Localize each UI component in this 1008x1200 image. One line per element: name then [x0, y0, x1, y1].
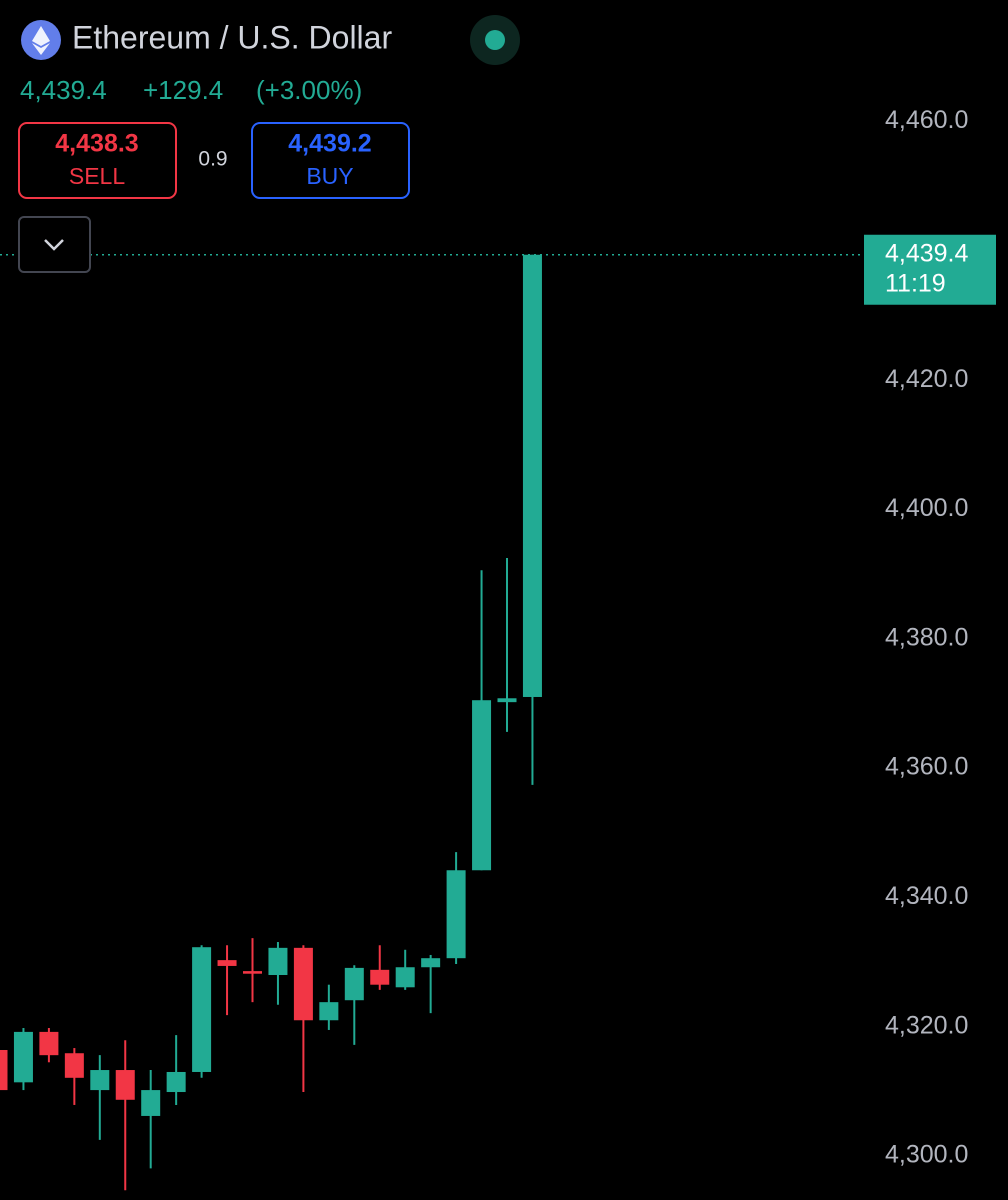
candle-body [115, 1070, 135, 1100]
eth-logo [32, 26, 50, 55]
candle-body [344, 967, 364, 1001]
bar-countdown: 11:19 [885, 269, 946, 297]
candle-body [370, 969, 390, 985]
chevron [44, 239, 64, 251]
candle-body [293, 947, 313, 1021]
last-price: 4,439.4 [20, 75, 107, 105]
plot: 4,300.0 4,320.0 4,340.0 4,360.0 4,380.0 4,400… [0, 106, 996, 1191]
price-change: +129.4 [143, 75, 223, 105]
collapse-box[interactable] [18, 216, 91, 273]
y-tick-label: 4,320.0 [885, 1011, 968, 1039]
y-tick-label: 4,300.0 [885, 1141, 968, 1169]
candle-body [522, 254, 542, 697]
symbol-title: Ethereum / U.S. Dollar [72, 19, 392, 55]
y-tick-label: 4,420.0 [885, 365, 968, 393]
candle-body [90, 1070, 110, 1091]
candle-body [268, 947, 288, 975]
candle-body [497, 698, 517, 703]
buy-box[interactable] [251, 122, 410, 199]
candle-body [141, 1090, 161, 1116]
candle-body [64, 1053, 84, 1078]
candle-body [166, 1071, 186, 1093]
price-change-pct: (+3.00%) [256, 75, 362, 105]
candle-body [217, 960, 237, 966]
candle-body [421, 958, 441, 968]
candle-body [319, 1002, 339, 1021]
y-tick-label: 4,460.0 [885, 106, 968, 134]
y-tick-label: 4,360.0 [885, 753, 968, 781]
buy-price: 4,439.2 [288, 130, 371, 158]
sell-label: SELL [69, 163, 125, 189]
candle-body [13, 1031, 33, 1083]
candle-body [192, 947, 212, 1072]
candle-body [446, 870, 466, 959]
sell-price: 4,438.3 [55, 130, 138, 158]
candle-body [39, 1031, 59, 1056]
y-tick-label: 4,380.0 [885, 623, 968, 651]
last-price-tag [864, 234, 996, 305]
y-tick-label: 4,400.0 [885, 494, 968, 522]
buy-label: BUY [306, 163, 353, 189]
candle-body [243, 971, 262, 974]
sell-box[interactable] [18, 122, 177, 199]
sell-button[interactable]: 4,438.3 SELL [18, 122, 177, 199]
candle-body [472, 700, 492, 871]
y-tick-label: 4,340.0 [885, 882, 968, 910]
candle-body [0, 1050, 8, 1091]
collapse-button[interactable] [18, 216, 91, 273]
spread: 0.9 [198, 148, 227, 171]
candle-body [395, 967, 415, 988]
last-price-label: 4,439.4 [885, 239, 969, 267]
buy-button[interactable]: 4,439.2 BUY [251, 122, 410, 199]
status-dot [485, 30, 505, 50]
